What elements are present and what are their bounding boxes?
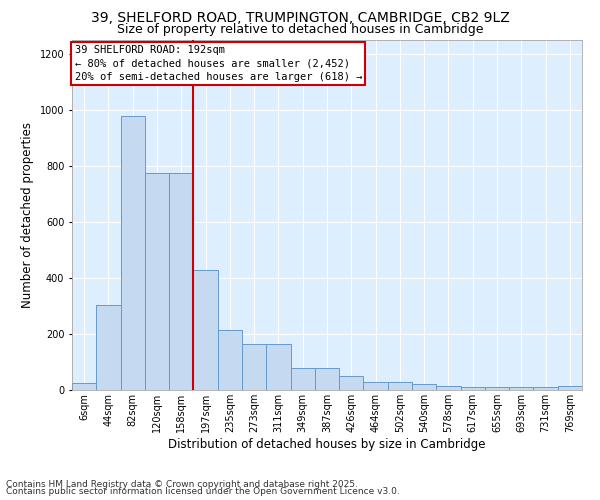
- Bar: [461, 387, 485, 390]
- Bar: [145, 173, 169, 390]
- Bar: [315, 368, 339, 390]
- Bar: [558, 386, 582, 390]
- Bar: [364, 382, 388, 390]
- Bar: [72, 383, 96, 390]
- X-axis label: Distribution of detached houses by size in Cambridge: Distribution of detached houses by size …: [168, 438, 486, 450]
- Text: Contains public sector information licensed under the Open Government Licence v3: Contains public sector information licen…: [6, 487, 400, 496]
- Bar: [485, 387, 509, 390]
- Text: Contains HM Land Registry data © Crown copyright and database right 2025.: Contains HM Land Registry data © Crown c…: [6, 480, 358, 489]
- Bar: [533, 387, 558, 390]
- Bar: [290, 368, 315, 390]
- Text: 39 SHELFORD ROAD: 192sqm
← 80% of detached houses are smaller (2,452)
20% of sem: 39 SHELFORD ROAD: 192sqm ← 80% of detach…: [74, 46, 362, 82]
- Bar: [218, 330, 242, 390]
- Bar: [509, 387, 533, 390]
- Text: 39, SHELFORD ROAD, TRUMPINGTON, CAMBRIDGE, CB2 9LZ: 39, SHELFORD ROAD, TRUMPINGTON, CAMBRIDG…: [91, 11, 509, 25]
- Bar: [339, 376, 364, 390]
- Bar: [436, 386, 461, 390]
- Bar: [121, 116, 145, 390]
- Bar: [193, 270, 218, 390]
- Bar: [96, 304, 121, 390]
- Bar: [242, 344, 266, 390]
- Text: Size of property relative to detached houses in Cambridge: Size of property relative to detached ho…: [117, 22, 483, 36]
- Bar: [412, 384, 436, 390]
- Bar: [388, 382, 412, 390]
- Y-axis label: Number of detached properties: Number of detached properties: [21, 122, 34, 308]
- Bar: [266, 344, 290, 390]
- Bar: [169, 173, 193, 390]
